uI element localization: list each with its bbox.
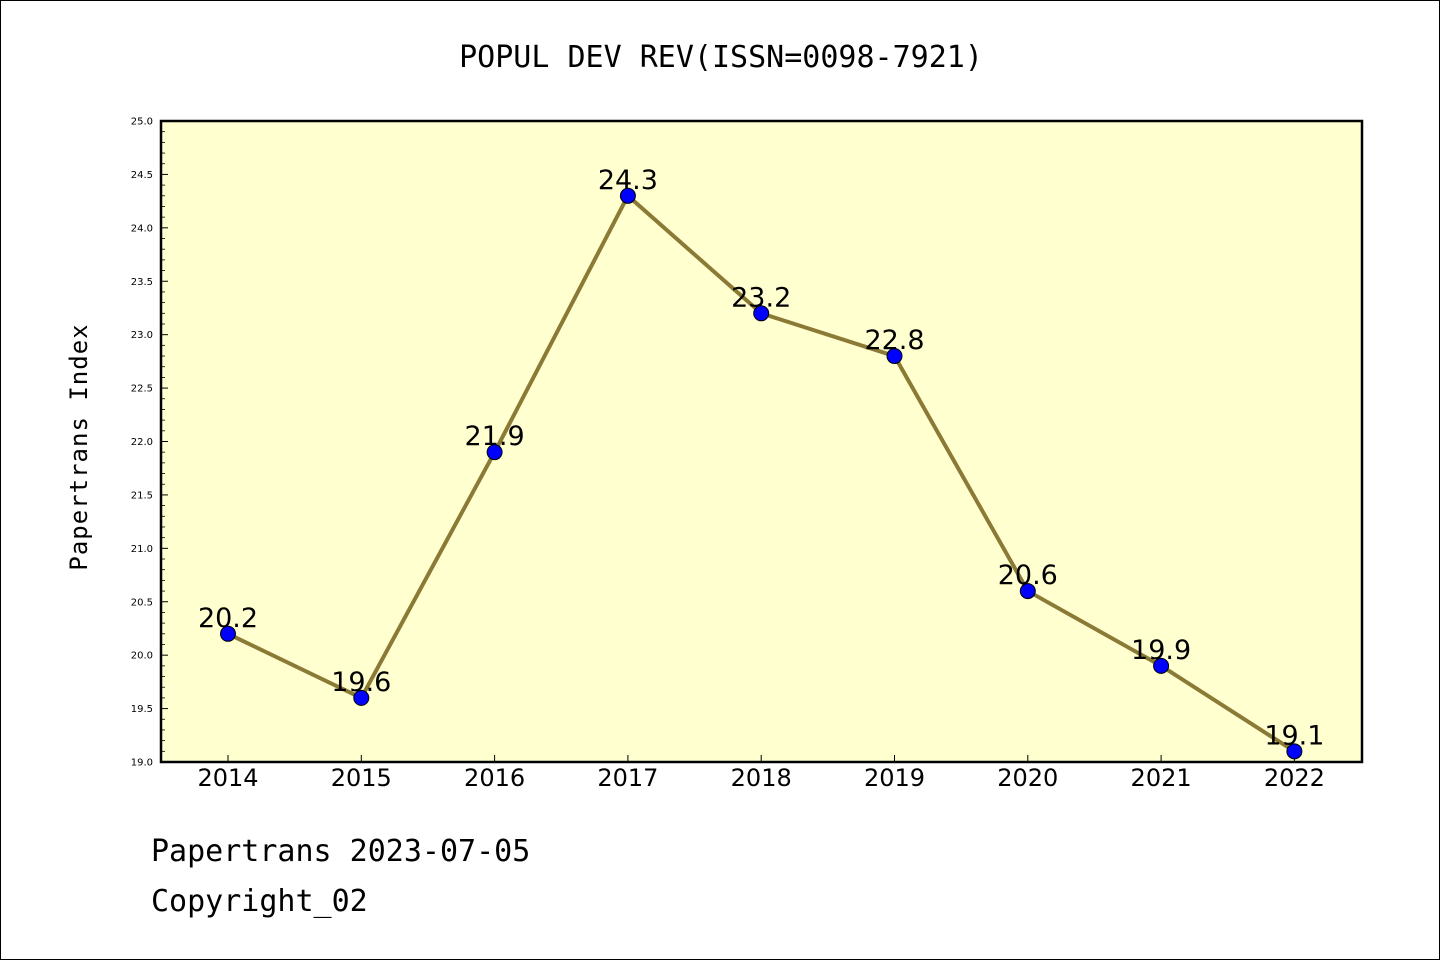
plot-area [161,121,1362,762]
y-tick-label: 19.5 [131,704,153,715]
data-point [1019,583,1036,600]
data-label: 20.6 [998,560,1058,591]
y-tick-label: 22.0 [131,437,153,448]
chart-title: POPUL DEV REV(ISSN=0098-7921) [459,40,983,75]
data-label: 21.9 [465,421,525,452]
y-tick-label: 20.0 [131,651,153,662]
data-point [353,689,370,706]
data-labels: 20.2 19.6 21.9 24.3 23.2 22.8 20.6 19.9 19.1 [198,165,1325,752]
x-tick-label: 2014 [197,764,258,792]
footer-date-line: Papertrans 2023-07-05 [151,834,531,869]
y-tick-label: 24.5 [131,170,153,181]
x-axis: 2014 2015 2016 2017 2018 2019 2020 2021 2022 [197,755,1325,792]
x-tick-label: 2022 [1264,764,1325,792]
data-label: 20.2 [198,603,258,634]
y-axis-title: Papertrans Index [65,323,93,570]
x-tick-label: 2020 [997,764,1058,792]
data-label: 22.8 [864,325,924,356]
plot-border [159,119,1364,764]
series-group [220,187,1303,760]
data-label: 23.2 [731,282,791,313]
y-tick-label: 24.0 [131,223,153,234]
x-tick-label: 2021 [1131,764,1192,792]
x-tick-label: 2019 [864,764,925,792]
data-label: 19.1 [1264,720,1324,751]
data-point [886,348,903,365]
data-point [619,187,636,204]
y-tick-label: 21.5 [131,490,153,501]
x-tick-label: 2018 [731,764,792,792]
y-tick-label: 25.0 [131,117,153,128]
footer-copyright: Copyright_02 [151,884,368,919]
data-label: 24.3 [598,165,658,196]
data-point [1286,743,1303,760]
data-label: 19.6 [331,667,391,698]
y-tick-label: 20.5 [131,597,153,608]
y-tick-label: 23.5 [131,277,153,288]
y-tick-label: 19.0 [131,758,153,769]
data-point [486,444,503,461]
y-tick-label: 22.5 [131,384,153,395]
data-label: 19.9 [1131,635,1191,666]
data-point [1153,657,1170,674]
x-tick-label: 2017 [597,764,658,792]
data-point [220,625,236,642]
x-tick-label: 2016 [464,764,525,792]
y-tick-label: 21.0 [131,544,153,555]
data-point [753,305,770,322]
y-tick-label: 23.0 [131,330,153,341]
x-tick-label: 2015 [331,764,392,792]
